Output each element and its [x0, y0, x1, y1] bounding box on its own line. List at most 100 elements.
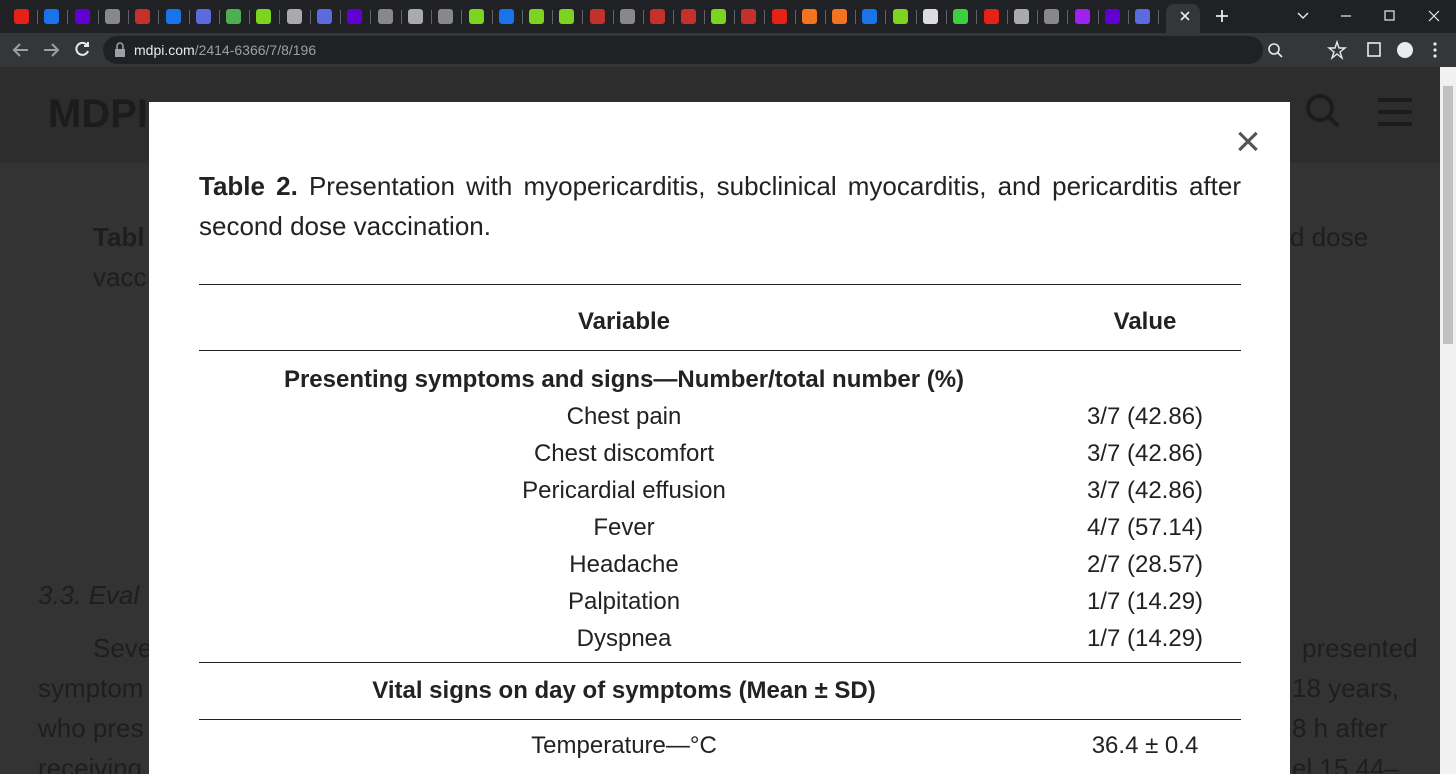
- tab-separator: [218, 10, 220, 24]
- background-text: receiving: [38, 753, 143, 774]
- tab-separator: [461, 10, 463, 24]
- toolbar-icons: [12, 39, 1437, 61]
- url[interactable]: mdpi.com/2414-6366/7/8/196: [134, 42, 316, 58]
- value-cell: 1/7 (14.29): [1086, 624, 1204, 652]
- tab-separator: [400, 10, 402, 24]
- tab-separator: [794, 10, 796, 24]
- background-text: Tabl: [93, 222, 145, 252]
- caption-label: Table 2.: [199, 171, 298, 201]
- tab-separator: [249, 10, 251, 24]
- background-text: Seve: [93, 633, 153, 663]
- tab: [256, 9, 272, 24]
- background-text: 8 h after: [1292, 713, 1388, 743]
- tab: [286, 9, 302, 24]
- address-bar[interactable]: [103, 36, 1263, 64]
- tab-separator: [158, 10, 160, 24]
- tab-separator: [643, 10, 644, 24]
- tab-separator: [915, 10, 917, 24]
- tab-separator: [946, 10, 947, 24]
- tab-separator: [703, 10, 705, 24]
- tab-separator: [1036, 10, 1038, 24]
- tab: [892, 9, 908, 24]
- variable-cell: Chest pain: [566, 402, 682, 430]
- tab-separator: [824, 10, 826, 24]
- tab: [195, 9, 211, 24]
- tab: [650, 9, 666, 24]
- tab: [529, 9, 545, 24]
- variable-cell: Palpitation: [567, 587, 681, 615]
- url-path: /2414-6366/7/8/196: [194, 42, 317, 58]
- tab: [347, 9, 363, 24]
- background-text: symptom: [38, 673, 144, 703]
- background-text: vacc: [93, 262, 147, 292]
- tab: [832, 9, 848, 24]
- column-header: Variable: [577, 308, 671, 335]
- tab: [801, 9, 817, 24]
- scrollbar-thumb[interactable]: [1443, 86, 1453, 344]
- tab-separator: [1127, 10, 1129, 24]
- tab: [620, 9, 635, 24]
- tab: [377, 9, 393, 24]
- table-rule: [199, 661, 1241, 663]
- tab: [983, 9, 999, 24]
- background-text: el 15.44–: [1292, 753, 1399, 774]
- variable-cell: Headache: [569, 550, 679, 578]
- tab: [771, 9, 787, 24]
- tab-separator: [976, 10, 978, 24]
- value-cell: 2/7 (28.57): [1086, 550, 1204, 578]
- lock-icon: [115, 42, 125, 57]
- background-text: presented: [1302, 633, 1418, 663]
- tab-separator: [582, 10, 584, 24]
- tab: [862, 9, 878, 24]
- variable-cell: Temperature—°C: [531, 732, 717, 759]
- tab-separator: [1158, 10, 1160, 24]
- tab: [589, 9, 605, 24]
- tab-separator: [1067, 10, 1069, 24]
- value-cell: 3/7 (42.86): [1086, 476, 1204, 504]
- tab-separator: [430, 10, 432, 24]
- tab: [74, 9, 90, 24]
- tab: [1135, 9, 1151, 24]
- window-controls: [1180, 10, 1440, 22]
- tab: [1013, 9, 1029, 24]
- tab-separator: [67, 10, 69, 24]
- tab-separator: [97, 10, 99, 24]
- table-caption: Table 2. Presentation with myopericardit…: [199, 166, 1241, 246]
- tab-separator: [127, 10, 129, 24]
- tab-separator: [612, 10, 614, 24]
- tab: [14, 9, 29, 24]
- tab: [953, 9, 969, 24]
- tab: [44, 9, 60, 24]
- tab-separator: [521, 10, 523, 24]
- tab-separator: [733, 10, 735, 24]
- tab-separator: [491, 10, 493, 24]
- tab-separator: [673, 10, 675, 24]
- tab-separator: [855, 10, 857, 24]
- tab: [923, 9, 938, 24]
- tab: [710, 9, 726, 24]
- table-rule: [199, 718, 1241, 720]
- tab-separator: [37, 10, 38, 24]
- tab: [104, 9, 120, 24]
- tab-separator: [1006, 10, 1008, 24]
- table-rule: [199, 350, 1241, 351]
- url-host: mdpi.com: [134, 42, 195, 58]
- tab-separator: [340, 10, 341, 24]
- caption-text: Presentation with myopericarditis, subcl…: [199, 171, 1242, 241]
- tab: [498, 9, 514, 24]
- tab: [165, 9, 181, 24]
- tab-separator: [885, 10, 887, 24]
- tab: [559, 9, 575, 24]
- variable-cell: Dyspnea: [576, 624, 672, 652]
- tab: [438, 9, 454, 24]
- tab: [741, 9, 757, 24]
- close-button[interactable]: ×: [1235, 117, 1261, 166]
- background-text: 3.3. Eval: [38, 580, 140, 610]
- tab-separator: [552, 10, 554, 24]
- variable-cell: Pericardial effusion: [522, 476, 726, 504]
- tab-separator: [370, 10, 372, 24]
- column-header: Value: [1113, 308, 1177, 335]
- tab: [1074, 9, 1090, 24]
- table-rule: [199, 284, 1241, 285]
- tab: [226, 9, 242, 24]
